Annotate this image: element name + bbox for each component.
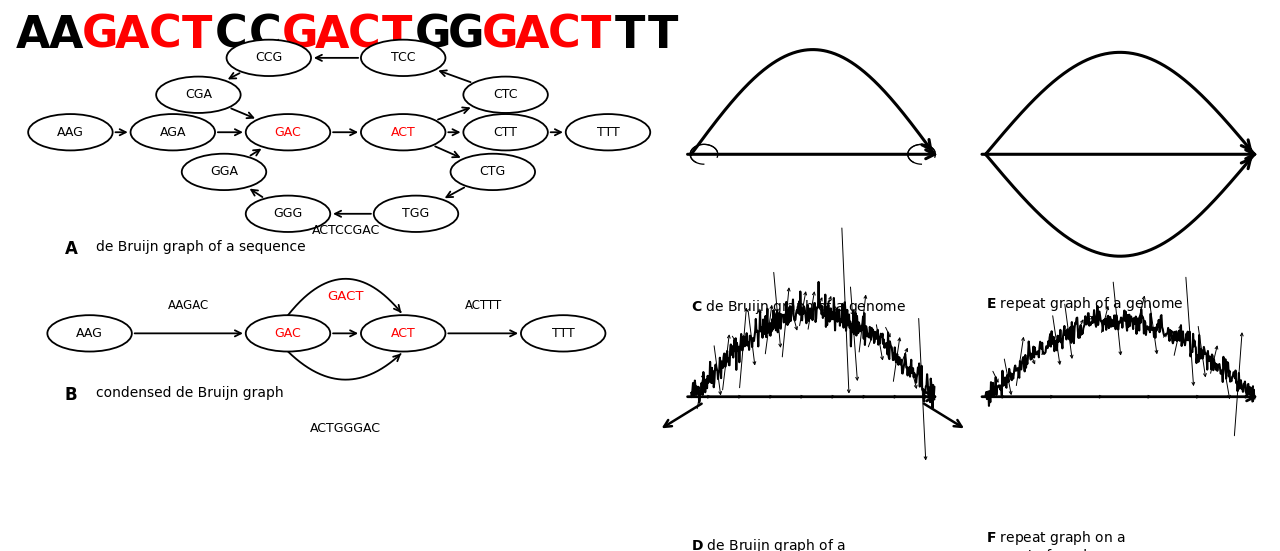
Text: G: G [448,14,485,57]
Ellipse shape [246,114,330,150]
Text: TTT: TTT [552,327,575,340]
Text: CTT: CTT [494,126,517,139]
Ellipse shape [521,315,605,352]
Text: ACTGGGAC: ACTGGGAC [310,422,381,435]
Text: AAGAC: AAGAC [168,299,210,312]
Text: TTT: TTT [596,126,620,139]
Ellipse shape [47,315,132,352]
Text: $\mathbf{A}$: $\mathbf{A}$ [64,240,79,258]
Text: G: G [415,14,452,57]
Ellipse shape [361,40,445,76]
Text: T: T [581,14,612,57]
Text: C: C [348,14,381,57]
Text: AAG: AAG [58,126,83,139]
Text: A: A [515,14,549,57]
Text: GACT: GACT [328,290,364,303]
Text: condensed de Bruijn graph: condensed de Bruijn graph [96,386,284,399]
Text: A: A [315,14,349,57]
Ellipse shape [246,315,330,352]
Text: T: T [648,14,678,57]
Text: A: A [49,14,83,57]
Text: C: C [215,14,248,57]
Ellipse shape [246,196,330,232]
Text: ACT: ACT [390,327,416,340]
Text: CTG: CTG [480,165,506,179]
Text: G: G [82,14,119,57]
Ellipse shape [451,154,535,190]
Ellipse shape [374,196,458,232]
Ellipse shape [463,77,548,113]
Text: $\mathbf{C}$ de Bruijn graph of a genome: $\mathbf{C}$ de Bruijn graph of a genome [691,298,906,316]
Text: ACTTT: ACTTT [465,299,502,312]
Text: GGG: GGG [274,207,302,220]
Text: T: T [182,14,212,57]
Text: TGG: TGG [402,207,430,220]
Text: $\mathbf{B}$: $\mathbf{B}$ [64,386,78,404]
Text: C: C [148,14,182,57]
Text: CGA: CGA [184,88,212,101]
Text: $\mathbf{E}$ repeat graph of a genome: $\mathbf{E}$ repeat graph of a genome [986,295,1183,313]
Text: CCG: CCG [255,51,283,64]
Ellipse shape [28,114,113,150]
Text: de Bruijn graph of a sequence: de Bruijn graph of a sequence [96,240,306,253]
Text: GAC: GAC [275,327,301,340]
Text: AAG: AAG [77,327,102,340]
Ellipse shape [361,315,445,352]
Text: G: G [481,14,518,57]
Text: A: A [15,14,50,57]
Text: C: C [248,14,282,57]
Text: GGA: GGA [210,165,238,179]
Text: $\mathbf{F}$ repeat graph on a
      set of reads: $\mathbf{F}$ repeat graph on a set of re… [986,529,1125,551]
Text: ACT: ACT [390,126,416,139]
Ellipse shape [463,114,548,150]
Ellipse shape [182,154,266,190]
Ellipse shape [131,114,215,150]
Text: TCC: TCC [390,51,416,64]
Text: AGA: AGA [160,126,186,139]
Text: ACTCCGAC: ACTCCGAC [311,224,380,237]
Text: GAC: GAC [275,126,301,139]
Ellipse shape [156,77,241,113]
Text: $\mathbf{D}$ de Bruijn graph of a
      set of reads: $\mathbf{D}$ de Bruijn graph of a set of… [691,537,846,551]
Text: C: C [548,14,581,57]
Text: A: A [115,14,150,57]
Ellipse shape [361,114,445,150]
Ellipse shape [227,40,311,76]
Text: T: T [381,14,412,57]
Ellipse shape [566,114,650,150]
Text: T: T [614,14,645,57]
Text: G: G [282,14,319,57]
Text: CTC: CTC [493,88,518,101]
